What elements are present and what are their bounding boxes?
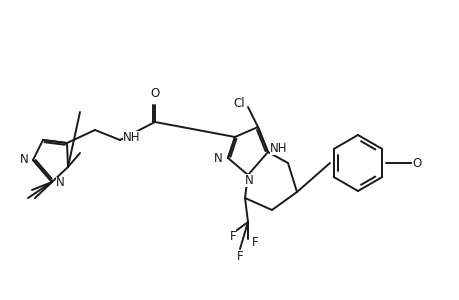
Text: Cl: Cl [233,97,245,110]
Text: O: O [411,157,420,169]
Text: N: N [244,173,253,187]
Text: NH: NH [270,142,287,154]
Text: O: O [150,87,159,100]
Text: F: F [251,236,258,248]
Text: F: F [236,250,243,262]
Text: N: N [20,152,29,166]
Text: N: N [214,152,223,164]
Text: NH: NH [123,130,140,143]
Text: F: F [229,230,236,242]
Text: N: N [56,176,65,190]
